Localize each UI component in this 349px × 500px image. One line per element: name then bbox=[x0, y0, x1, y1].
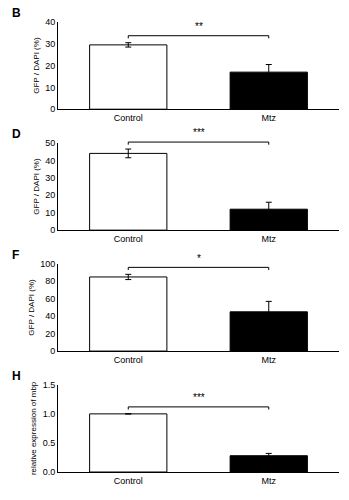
svg-text:40: 40 bbox=[45, 156, 55, 166]
svg-text:Control: Control bbox=[114, 355, 143, 365]
svg-text:40: 40 bbox=[45, 17, 55, 27]
svg-text:20: 20 bbox=[45, 190, 55, 200]
svg-text:F: F bbox=[12, 248, 19, 262]
svg-text:Control: Control bbox=[114, 476, 143, 486]
svg-text:Mtz: Mtz bbox=[262, 234, 277, 244]
svg-text:GFP / DAPI (%): GFP / DAPI (%) bbox=[32, 37, 41, 94]
svg-text:*: * bbox=[197, 253, 201, 264]
svg-text:Mtz: Mtz bbox=[262, 476, 277, 486]
svg-text:20: 20 bbox=[45, 61, 55, 71]
svg-text:relative expression of mbp: relative expression of mbp bbox=[29, 381, 38, 475]
svg-text:1.5: 1.5 bbox=[43, 380, 56, 390]
svg-text:B: B bbox=[12, 6, 21, 20]
svg-text:Control: Control bbox=[114, 234, 143, 244]
svg-text:0.0: 0.0 bbox=[43, 467, 56, 477]
svg-text:GFP / DAPI (%): GFP / DAPI (%) bbox=[32, 158, 41, 215]
svg-text:30: 30 bbox=[45, 173, 55, 183]
svg-text:***: *** bbox=[193, 392, 205, 403]
svg-text:Control: Control bbox=[114, 113, 143, 123]
svg-text:20: 20 bbox=[45, 329, 55, 339]
svg-text:60: 60 bbox=[45, 294, 55, 304]
svg-text:0: 0 bbox=[50, 104, 55, 114]
svg-text:0: 0 bbox=[50, 346, 55, 356]
svg-text:H: H bbox=[12, 369, 21, 383]
svg-text:10: 10 bbox=[45, 83, 55, 93]
svg-text:30: 30 bbox=[45, 39, 55, 49]
svg-text:40: 40 bbox=[45, 311, 55, 321]
svg-text:0.5: 0.5 bbox=[43, 438, 56, 448]
svg-text:Mtz: Mtz bbox=[262, 113, 277, 123]
svg-text:Mtz: Mtz bbox=[262, 355, 277, 365]
svg-text:50: 50 bbox=[45, 138, 55, 148]
svg-text:GFP / DAPI (%): GFP / DAPI (%) bbox=[27, 279, 36, 336]
svg-text:***: *** bbox=[193, 127, 205, 138]
svg-text:100: 100 bbox=[40, 259, 55, 269]
svg-text:D: D bbox=[12, 127, 21, 141]
svg-text:80: 80 bbox=[45, 276, 55, 286]
svg-text:1.0: 1.0 bbox=[43, 409, 56, 419]
svg-text:0: 0 bbox=[50, 225, 55, 235]
svg-text:**: ** bbox=[195, 21, 203, 32]
svg-text:10: 10 bbox=[45, 208, 55, 218]
